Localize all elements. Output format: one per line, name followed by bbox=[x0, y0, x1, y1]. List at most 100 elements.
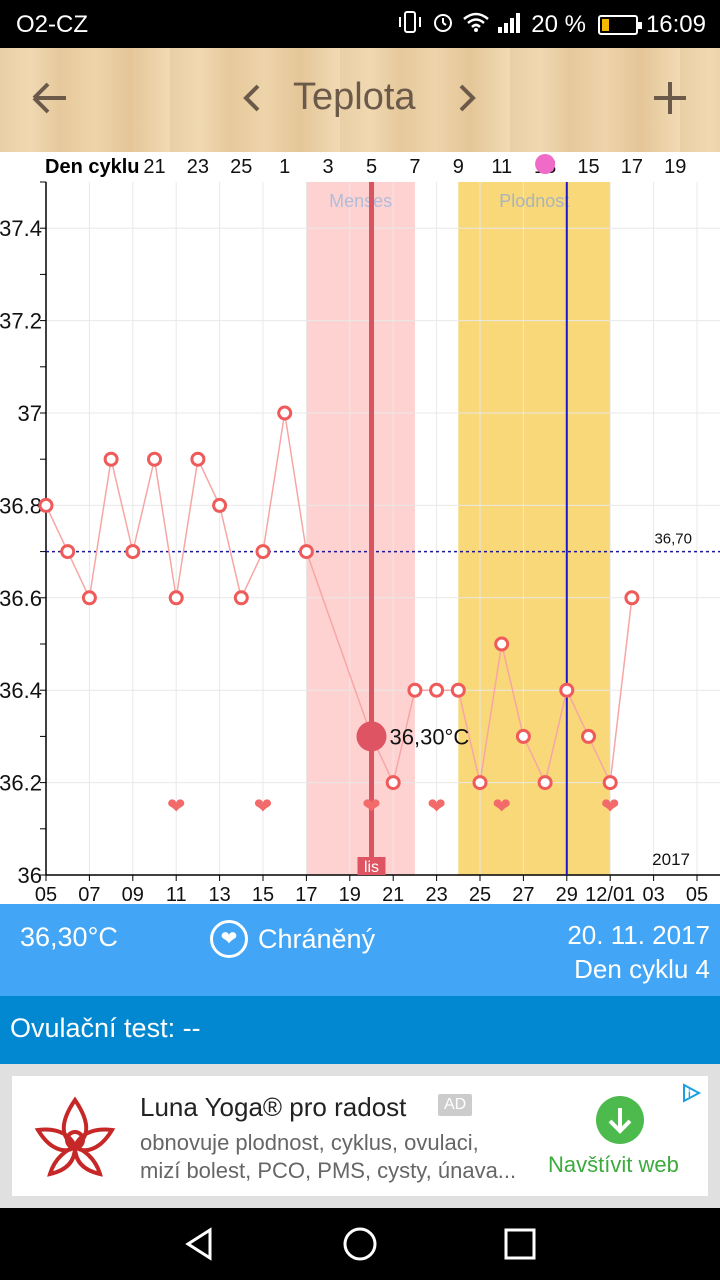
signal-icon bbox=[497, 11, 523, 39]
protection-status: ❤ Chráněný bbox=[210, 920, 375, 958]
x-tick-label: 07 bbox=[78, 884, 100, 904]
toolbar: Teplota bbox=[0, 48, 720, 152]
svg-text:i: i bbox=[688, 1089, 691, 1100]
download-arrow-icon[interactable] bbox=[596, 1096, 644, 1144]
top-tick-label: 21 bbox=[143, 156, 165, 178]
x-tick-label: 21 bbox=[382, 884, 404, 904]
temperature-point bbox=[38, 497, 54, 513]
x-tick-label: 13 bbox=[208, 884, 230, 904]
heart-icon: ❤ bbox=[254, 794, 272, 819]
temperature-point bbox=[103, 451, 119, 467]
x-tick-label: 19 bbox=[339, 884, 361, 904]
fertile-label: Plodnost bbox=[499, 191, 569, 211]
menses-label: Menses bbox=[329, 191, 392, 211]
back-triangle-icon[interactable] bbox=[180, 1224, 220, 1264]
ad-badge: AD bbox=[438, 1094, 473, 1116]
month-tag bbox=[357, 857, 386, 875]
ad-cta-button[interactable]: Navštívit web bbox=[548, 1152, 679, 1177]
temperature-point bbox=[450, 682, 466, 698]
page-title: Teplota bbox=[293, 76, 416, 118]
temperature-point bbox=[515, 728, 531, 744]
top-tick-label: 15 bbox=[577, 156, 599, 178]
temperature-line bbox=[45, 412, 633, 786]
x-tick-label: 25 bbox=[469, 884, 491, 904]
info-bar[interactable]: 36,30°C ❤ Chráněný 20. 11. 2017 Den cykl… bbox=[0, 904, 720, 996]
top-tick-label: 1 bbox=[279, 156, 290, 178]
temperature-point bbox=[624, 590, 640, 606]
y-tick-label: 37.2 bbox=[0, 309, 42, 334]
clock: 16:09 bbox=[645, 11, 706, 38]
temperature-point bbox=[168, 590, 184, 606]
status-icons: 20 % 16:09 bbox=[397, 10, 706, 40]
plus-icon bbox=[654, 82, 686, 114]
x-tick-label: 12/01 bbox=[585, 884, 635, 904]
temperature-point bbox=[190, 451, 206, 467]
battery-percent: 20 % bbox=[531, 11, 586, 38]
y-tick-label: 36 bbox=[18, 863, 42, 888]
chart-svg[interactable]: Menses Plodnost3636.236.436.636.83737.237… bbox=[0, 152, 720, 904]
x-tick-label: 09 bbox=[122, 884, 144, 904]
prev-button[interactable] bbox=[240, 70, 264, 134]
temperature-point bbox=[537, 775, 553, 791]
x-tick-label: 03 bbox=[642, 884, 664, 904]
x-tick-label: 27 bbox=[512, 884, 534, 904]
top-tick-label: 23 bbox=[187, 156, 209, 178]
ovulation-test-label: Ovulační test: -- bbox=[10, 1013, 201, 1043]
temperature-point bbox=[407, 682, 423, 698]
coverline-label: 36,70 bbox=[654, 531, 692, 548]
top-tick-label: 5 bbox=[366, 156, 377, 178]
home-circle-icon[interactable] bbox=[340, 1224, 380, 1264]
ad-choices-icon[interactable]: i bbox=[680, 1082, 702, 1109]
temperature-point bbox=[255, 544, 271, 560]
top-tick-label: 19 bbox=[664, 156, 686, 178]
arrow-left-icon bbox=[32, 82, 66, 114]
heart-icon: ❤ bbox=[492, 794, 510, 819]
wifi-icon bbox=[463, 11, 490, 39]
ovulation-test-bar[interactable]: Ovulační test: -- bbox=[0, 996, 720, 1064]
heart-icon: ❤ bbox=[362, 794, 380, 819]
carrier-name: O2-CZ bbox=[16, 11, 88, 38]
protection-label: Chráněný bbox=[258, 923, 376, 954]
temperature-point bbox=[581, 728, 596, 744]
next-button[interactable] bbox=[455, 70, 479, 134]
top-tick-label: 3 bbox=[323, 156, 334, 178]
top-axis-label: Den cyklu bbox=[45, 156, 139, 178]
ad-title: Luna Yoga® pro radost bbox=[140, 1092, 407, 1122]
temperature-point bbox=[472, 775, 488, 791]
ad-description-1: obnovuje plodnost, cyklus, ovulaci, bbox=[140, 1130, 479, 1155]
x-tick-label: 15 bbox=[252, 884, 274, 904]
alarm-icon bbox=[431, 10, 455, 40]
heart-icon: ❤ bbox=[210, 920, 248, 958]
temperature-chart[interactable]: Menses Plodnost 36 36.2 36.4 36.6 36.8 37 37.2 37… bbox=[0, 152, 720, 904]
temperature-point bbox=[212, 497, 228, 513]
heart-icon: ❤ bbox=[167, 794, 185, 819]
temperature-point bbox=[60, 544, 76, 560]
temperature-point bbox=[147, 451, 162, 467]
temperature-point bbox=[494, 636, 510, 652]
top-tick-label: 17 bbox=[621, 156, 643, 178]
top-tick-label: 11 bbox=[491, 156, 512, 178]
temperature-point bbox=[602, 775, 618, 791]
add-button[interactable] bbox=[652, 70, 688, 128]
y-tick-label: 36.8 bbox=[0, 493, 42, 518]
y-tick-label: 37.4 bbox=[0, 216, 42, 241]
selected-temperature: 36,30°C bbox=[20, 922, 118, 952]
recents-square-icon[interactable] bbox=[500, 1224, 540, 1264]
status-bar: O2-CZ 20 % 16:09 bbox=[0, 0, 720, 48]
menses-band bbox=[306, 182, 415, 875]
top-tick-label: 9 bbox=[453, 156, 464, 178]
y-tick-label: 36.6 bbox=[0, 586, 42, 611]
ad-description-2: mizí bolest, PCO, PMS, cysty, únava... bbox=[140, 1158, 517, 1183]
x-tick-label: 05 bbox=[686, 884, 708, 904]
year-label: 2017 bbox=[652, 850, 690, 869]
chevron-right-icon bbox=[459, 84, 476, 112]
x-tick-label: 17 bbox=[295, 884, 317, 904]
month-tag-label: lis bbox=[364, 859, 379, 876]
chevron-left-icon bbox=[243, 84, 260, 112]
selected-date: 20. 11. 2017 bbox=[567, 920, 710, 950]
back-button[interactable] bbox=[30, 70, 70, 133]
temperature-point bbox=[277, 405, 293, 421]
ad-card[interactable]: Luna Yoga® pro radost AD obnovuje plodno… bbox=[12, 1076, 708, 1196]
x-tick-label: 11 bbox=[166, 884, 187, 904]
temperature-point bbox=[385, 775, 401, 791]
